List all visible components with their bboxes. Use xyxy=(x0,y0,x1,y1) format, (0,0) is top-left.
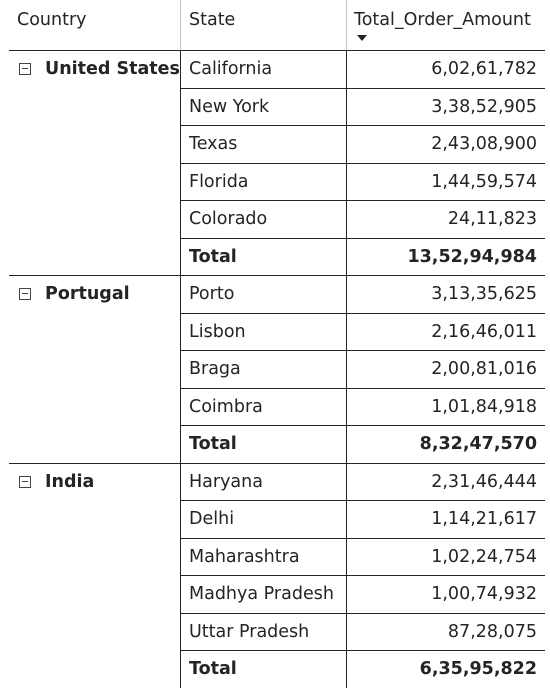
table-row[interactable]: Lisbon 2,16,46,011 xyxy=(181,314,545,352)
state-cell: Texas xyxy=(181,126,347,164)
table-row[interactable]: Florida 1,44,59,574 xyxy=(181,164,545,202)
state-name: Delhi xyxy=(189,509,234,529)
total-row[interactable]: Total 8,32,47,570 xyxy=(181,426,545,464)
country-group: Portugal Porto 3,13,35,625 Lisbon 2,16,46,01… xyxy=(9,276,545,464)
table-row[interactable]: Colorado 24,11,823 xyxy=(181,201,545,239)
state-cell: Florida xyxy=(181,164,347,202)
total-amount: 13,52,94,984 xyxy=(407,247,537,267)
state-name: Uttar Pradesh xyxy=(189,622,309,642)
table-row[interactable]: Coimbra 1,01,84,918 xyxy=(181,389,545,427)
state-cell: Coimbra xyxy=(181,389,347,427)
collapse-icon[interactable] xyxy=(19,63,31,75)
state-cell: Lisbon xyxy=(181,314,347,352)
collapse-icon[interactable] xyxy=(19,288,31,300)
state-name: Maharashtra xyxy=(189,547,300,567)
order-amount: 3,13,35,625 xyxy=(431,284,537,304)
country-group: India Haryana 2,31,46,444 Delhi 1,14,21,617 M… xyxy=(9,464,545,688)
total-amount: 6,35,95,822 xyxy=(420,659,537,679)
order-amount: 2,31,46,444 xyxy=(431,472,537,492)
order-amount: 3,38,52,905 xyxy=(431,97,537,117)
state-cell: California xyxy=(181,51,347,89)
state-cell: Haryana xyxy=(181,464,347,502)
state-name: Texas xyxy=(189,134,237,154)
state-cell: New York xyxy=(181,89,347,127)
state-cell: Braga xyxy=(181,351,347,389)
collapse-icon[interactable] xyxy=(19,476,31,488)
table-row[interactable]: Texas 2,43,08,900 xyxy=(181,126,545,164)
table-row[interactable]: Maharashtra 1,02,24,754 xyxy=(181,539,545,577)
order-amount: 1,02,24,754 xyxy=(431,547,537,567)
table-row[interactable]: Haryana 2,31,46,444 xyxy=(181,464,545,502)
state-name: Florida xyxy=(189,172,249,192)
table-row[interactable]: Madhya Pradesh 1,00,74,932 xyxy=(181,576,545,614)
state-name: Haryana xyxy=(189,472,263,492)
column-header-country[interactable]: Country xyxy=(9,0,181,50)
state-cell: Uttar Pradesh xyxy=(181,614,347,652)
country-cell: Portugal xyxy=(9,276,181,464)
state-cell: Total xyxy=(181,239,347,277)
state-name: Braga xyxy=(189,359,241,379)
column-header-country-label: Country xyxy=(17,10,87,30)
order-amount: 6,02,61,782 xyxy=(431,59,537,79)
column-header-state-label: State xyxy=(189,10,235,30)
total-label: Total xyxy=(189,247,237,267)
country-group: United States California 6,02,61,782 New Yo… xyxy=(9,51,545,276)
state-name: Lisbon xyxy=(189,322,246,342)
state-cell: Total xyxy=(181,426,347,464)
order-amount: 1,44,59,574 xyxy=(431,172,537,192)
country-cell: United States xyxy=(9,51,181,276)
order-amount: 1,14,21,617 xyxy=(431,509,537,529)
order-amount: 2,16,46,011 xyxy=(431,322,537,342)
state-cell: Total xyxy=(181,651,347,688)
order-amount: 1,00,74,932 xyxy=(431,584,537,604)
order-amount: 2,00,81,016 xyxy=(431,359,537,379)
total-label: Total xyxy=(189,434,237,454)
total-row[interactable]: Total 13,52,94,984 xyxy=(181,239,545,277)
order-amount: 24,11,823 xyxy=(448,209,537,229)
total-row[interactable]: Total 6,35,95,822 xyxy=(181,651,545,688)
state-cell: Delhi xyxy=(181,501,347,539)
state-name: Coimbra xyxy=(189,397,263,417)
table-row[interactable]: Braga 2,00,81,016 xyxy=(181,351,545,389)
country-name: India xyxy=(45,472,94,492)
state-cell: Madhya Pradesh xyxy=(181,576,347,614)
table-row[interactable]: Delhi 1,14,21,617 xyxy=(181,501,545,539)
table-row[interactable]: New York 3,38,52,905 xyxy=(181,89,545,127)
table-row[interactable]: Uttar Pradesh 87,28,075 xyxy=(181,614,545,652)
column-header-amount[interactable]: Total_Order_Amount xyxy=(347,0,545,50)
total-label: Total xyxy=(189,659,237,679)
column-header-state[interactable]: State xyxy=(181,0,347,50)
state-cell: Porto xyxy=(181,276,347,314)
table-row[interactable]: Porto 3,13,35,625 xyxy=(181,276,545,314)
country-cell: India xyxy=(9,464,181,688)
state-name: New York xyxy=(189,97,269,117)
sort-descending-icon[interactable] xyxy=(357,35,367,41)
state-name: Colorado xyxy=(189,209,267,229)
state-cell: Maharashtra xyxy=(181,539,347,577)
state-name: Madhya Pradesh xyxy=(189,584,334,604)
table-row[interactable]: California 6,02,61,782 xyxy=(181,51,545,89)
order-amount: 1,01,84,918 xyxy=(431,397,537,417)
column-header-amount-label: Total_Order_Amount xyxy=(354,10,531,30)
country-name: United States xyxy=(45,59,180,79)
state-cell: Colorado xyxy=(181,201,347,239)
total-amount: 8,32,47,570 xyxy=(420,434,537,454)
country-name: Portugal xyxy=(45,284,130,304)
matrix-header: Country State Total_Order_Amount xyxy=(9,0,545,51)
state-name: California xyxy=(189,59,272,79)
state-name: Porto xyxy=(189,284,234,304)
matrix-table: Country State Total_Order_Amount United … xyxy=(9,0,545,688)
order-amount: 87,28,075 xyxy=(448,622,537,642)
order-amount: 2,43,08,900 xyxy=(431,134,537,154)
